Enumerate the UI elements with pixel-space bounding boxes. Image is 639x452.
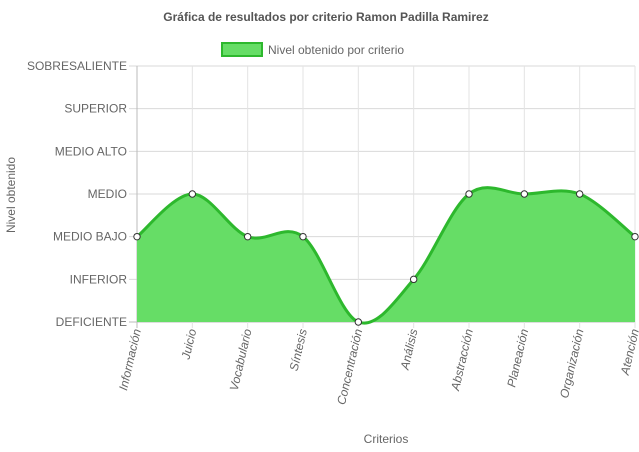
y-tick-label: DEFICIENTE bbox=[56, 315, 127, 329]
data-point bbox=[133, 232, 141, 241]
x-tick-label: Juicio bbox=[178, 327, 199, 361]
x-tick-label: Síntesis bbox=[287, 328, 310, 373]
legend-swatch bbox=[221, 42, 263, 57]
x-tick-label: Abstracción bbox=[448, 327, 476, 393]
series-fill bbox=[137, 187, 635, 324]
x-axis-ticks: Información Juicio Vocabulario Síntesis Conc… bbox=[116, 327, 639, 406]
series-points bbox=[133, 190, 639, 326]
data-point bbox=[409, 275, 418, 284]
y-axis-title: Nivel obtenido bbox=[4, 157, 18, 233]
x-tick-label: Organización bbox=[557, 327, 587, 399]
data-point bbox=[631, 232, 639, 241]
y-tick-label: INFERIOR bbox=[70, 272, 128, 286]
x-tick-label: Análisis bbox=[397, 328, 420, 372]
series-area bbox=[136, 186, 636, 325]
y-tick-label: MEDIO ALTO bbox=[55, 144, 127, 158]
x-axis-title: Criterios bbox=[364, 432, 409, 446]
series-line bbox=[136, 186, 636, 325]
data-point bbox=[243, 232, 252, 241]
data-point bbox=[354, 318, 363, 326]
y-tick-label: SOBRESALIENTE bbox=[27, 59, 127, 73]
legend[interactable]: Nivel obtenido por criterio bbox=[221, 42, 404, 57]
data-point bbox=[465, 190, 473, 198]
data-point bbox=[188, 190, 197, 198]
chart-title: Gráfica de resultados por criterio Ramon… bbox=[163, 10, 488, 24]
y-tick-label: MEDIO bbox=[88, 187, 127, 201]
data-point bbox=[299, 232, 307, 241]
data-point bbox=[520, 190, 529, 198]
legend-label: Nivel obtenido por criterio bbox=[268, 43, 404, 57]
x-tick-label: Planeación bbox=[504, 327, 531, 388]
x-tick-label: Información bbox=[116, 327, 144, 392]
x-tick-label: Atención bbox=[618, 327, 639, 377]
x-tick-label: Vocabulario bbox=[227, 327, 255, 392]
y-tick-label: MEDIO BAJO bbox=[53, 230, 127, 244]
x-tick-label: Concentración bbox=[334, 327, 365, 406]
data-point bbox=[575, 190, 584, 198]
y-axis-ticks: DEFICIENTE INFERIOR MEDIO BAJO MEDIO MEDIO A… bbox=[27, 59, 127, 329]
y-tick-label: SUPERIOR bbox=[64, 102, 127, 116]
